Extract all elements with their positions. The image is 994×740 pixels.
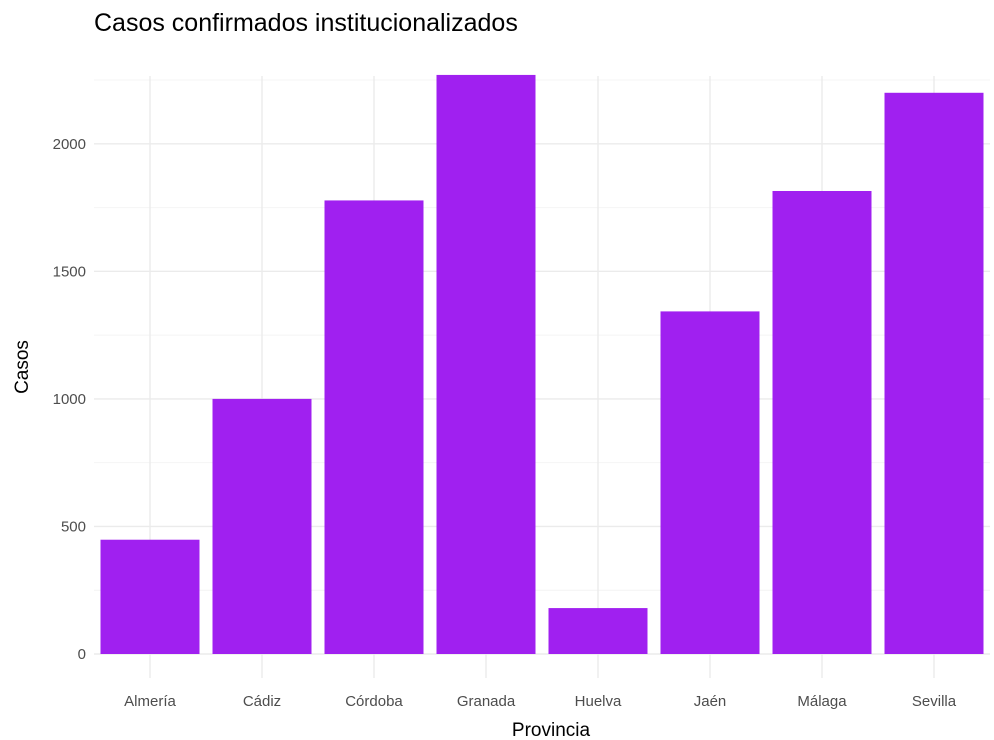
bar-almería: [100, 539, 200, 654]
x-tick-label: Jaén: [694, 693, 727, 710]
bar-córdoba: [324, 200, 424, 655]
y-tick-label: 0: [78, 646, 86, 663]
y-axis-title: Casos: [12, 340, 33, 394]
x-axis-ticks: Almería Cádiz Córdoba Granada Huelva Jaén Mála…: [124, 693, 957, 710]
x-tick-label: Cádiz: [243, 693, 281, 710]
bar-jaén: [660, 311, 760, 654]
y-tick-label: 500: [61, 518, 86, 535]
x-tick-label: Huelva: [575, 693, 622, 710]
bar-sevilla: [884, 92, 984, 654]
x-tick-label: Córdoba: [345, 693, 403, 710]
x-tick-label: Almería: [124, 693, 176, 710]
bar-huelva: [548, 608, 648, 654]
y-axis-ticks: 0 500 1000 1500 2000: [53, 136, 86, 663]
x-axis-title: Provincia: [512, 720, 591, 740]
y-tick-label: 1500: [53, 263, 86, 280]
x-tick-label: Málaga: [797, 693, 847, 710]
bar-granada: [436, 74, 536, 655]
bar-málaga: [772, 190, 872, 654]
y-tick-label: 1000: [53, 391, 86, 408]
bar-cádiz: [212, 398, 312, 654]
y-tick-label: 2000: [53, 136, 86, 153]
chart-title: Casos confirmados institucionalizados: [94, 9, 518, 37]
bars: [100, 74, 984, 655]
x-tick-label: Sevilla: [912, 693, 957, 710]
x-tick-label: Granada: [457, 693, 516, 710]
